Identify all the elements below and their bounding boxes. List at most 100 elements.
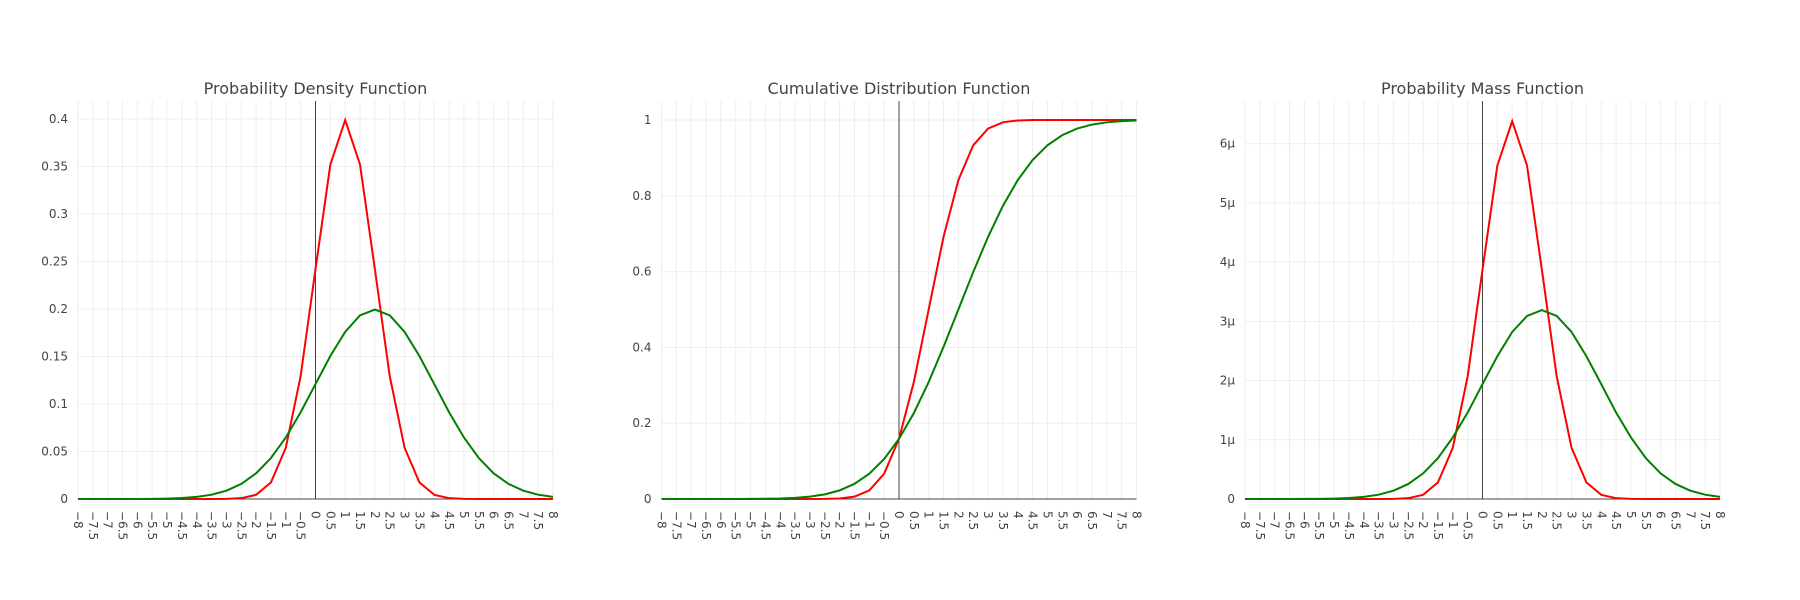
x-tick-label: −2.5 (1401, 511, 1415, 540)
x-tick-label: 2 (951, 511, 965, 519)
x-tick-label: −1.5 (847, 511, 861, 540)
y-tick-label: 0.25 (41, 255, 68, 269)
x-tick-label: 8 (1130, 511, 1144, 519)
x-tick-label: 7 (1683, 511, 1697, 519)
x-tick-label: −0.5 (877, 511, 891, 540)
y-tick-label: 0.3 (49, 207, 68, 221)
x-tick-label: −1 (279, 511, 293, 529)
y-tick-label: 0.2 (632, 416, 651, 430)
x-tick-label: 7.5 (531, 511, 545, 530)
x-tick-label: 0.5 (907, 511, 921, 530)
x-tick-label: 3 (398, 511, 412, 519)
x-tick-label: −7.5 (1253, 511, 1267, 540)
x-tick-label: 2.5 (1550, 511, 1564, 530)
y-tick-label: 1 (644, 113, 652, 127)
x-tick-label: −2.5 (818, 511, 832, 540)
y-tick-label: 5μ (1220, 196, 1236, 210)
x-tick-label: −3 (219, 511, 233, 529)
x-tick-label: −6 (714, 511, 728, 529)
y-tick-label: 0 (60, 492, 68, 506)
y-tick-label: 1μ (1220, 433, 1236, 447)
y-tick-label: 6μ (1220, 137, 1236, 151)
x-tick-label: 1 (338, 511, 352, 519)
x-tick-label: −7 (101, 511, 115, 529)
x-tick-label: −0.5 (1461, 511, 1475, 540)
y-tick-label: 0 (1227, 492, 1235, 506)
x-tick-label: 4.5 (442, 511, 456, 530)
x-tick-label: 5.5 (1055, 511, 1069, 530)
x-tick-label: −4 (190, 511, 204, 529)
y-tick-label: 0.4 (49, 112, 68, 126)
x-tick-label: −6.5 (1283, 511, 1297, 540)
x-tick-label: 2.5 (383, 511, 397, 530)
x-tick-label: −3.5 (205, 511, 219, 540)
x-tick-label: 8 (1713, 511, 1727, 519)
x-tick-label: 6.5 (501, 511, 515, 530)
x-tick-label: 6.5 (1668, 511, 1682, 530)
x-tick-label: 6 (487, 511, 501, 519)
x-tick-label: −3.5 (1372, 511, 1386, 540)
chart-title: Probability Mass Function (1381, 79, 1584, 98)
x-tick-label: −6.5 (116, 511, 130, 540)
x-tick-label: −8 (1238, 511, 1252, 529)
x-tick-label: 2 (1535, 511, 1549, 519)
y-tick-label: 0.1 (49, 397, 68, 411)
x-tick-label: 1 (1505, 511, 1519, 519)
x-tick-label: −6.5 (699, 511, 713, 540)
x-tick-label: −6 (1297, 511, 1311, 529)
x-tick-label: 5 (457, 511, 471, 519)
x-tick-label: 5.5 (1639, 511, 1653, 530)
x-tick-label: 4 (1594, 511, 1608, 519)
x-tick-label: −6 (130, 511, 144, 529)
x-tick-label: 0 (892, 511, 906, 519)
chart-title: Probability Density Function (204, 79, 428, 98)
x-tick-label: −1 (1446, 511, 1460, 529)
x-tick-label: 7 (1100, 511, 1114, 519)
x-tick-label: 1.5 (353, 511, 367, 530)
x-tick-label: 6 (1070, 511, 1084, 519)
line-series (1245, 308, 1721, 500)
x-tick-label: −7.5 (669, 511, 683, 540)
x-tick-label: 7 (516, 511, 530, 519)
x-tick-label: −2 (833, 511, 847, 529)
x-tick-label: 0 (309, 511, 323, 519)
x-tick-label: 6 (1654, 511, 1668, 519)
y-tick-label: 0.35 (41, 160, 68, 174)
x-tick-label: 5.5 (472, 511, 486, 530)
x-tick-label: 8 (546, 511, 560, 519)
x-tick-label: −2 (1416, 511, 1430, 529)
x-tick-label: 2 (368, 511, 382, 519)
x-tick-label: 5 (1040, 511, 1054, 519)
x-tick-label: −8 (71, 511, 85, 529)
y-tick-label: 0.2 (49, 302, 68, 316)
x-tick-label: 3 (981, 511, 995, 519)
y-tick-label: 0.6 (632, 265, 651, 279)
x-tick-label: −0.5 (294, 511, 308, 540)
x-tick-label: 6.5 (1085, 511, 1099, 530)
x-tick-label: −3.5 (788, 511, 802, 540)
x-tick-label: −4.5 (175, 511, 189, 540)
y-tick-label: 4μ (1220, 255, 1236, 269)
x-tick-label: 3 (1565, 511, 1579, 519)
x-tick-label: −3 (1386, 511, 1400, 529)
x-tick-label: 5 (1624, 511, 1638, 519)
y-tick-label: 0 (644, 492, 652, 506)
x-tick-label: −5 (1327, 511, 1341, 529)
line-series (661, 119, 1137, 500)
x-tick-label: 4.5 (1026, 511, 1040, 530)
x-tick-label: 3.5 (412, 511, 426, 530)
y-tick-label: 0.8 (632, 189, 651, 203)
x-tick-label: −7.5 (86, 511, 100, 540)
x-tick-label: 0.5 (1490, 511, 1504, 530)
x-tick-label: 0.5 (323, 511, 337, 530)
x-tick-label: −4.5 (1342, 511, 1356, 540)
x-tick-label: 1 (922, 511, 936, 519)
y-tick-label: 0.15 (41, 350, 68, 364)
x-tick-label: −2.5 (234, 511, 248, 540)
x-tick-label: 7.5 (1115, 511, 1129, 530)
x-tick-label: 7.5 (1698, 511, 1712, 530)
y-tick-label: 3μ (1220, 314, 1236, 328)
x-tick-label: −5.5 (145, 511, 159, 540)
x-tick-label: −5 (160, 511, 174, 529)
